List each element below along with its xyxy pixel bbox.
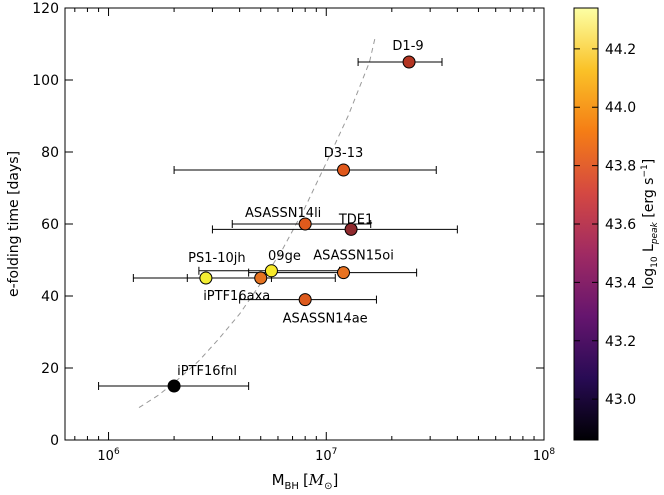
- x-axis-label-unit-open: [: [303, 471, 309, 489]
- data-point: [337, 163, 351, 177]
- colorbar-label-pre: log: [641, 268, 657, 289]
- data-point: [337, 266, 351, 280]
- plot-area: D1-9 D3-13 ASASSN14li TDE1 ASASSN15oi 09ge PS1…: [64, 7, 545, 441]
- x-tick-label-exp: 6: [114, 447, 120, 457]
- colorbar-tick-label: 43.4: [605, 275, 636, 291]
- y-tick-label: 20: [41, 361, 59, 377]
- y-axis: 0 20 40 60 80 100 120: [32, 1, 544, 449]
- point-label: ASASSN15oi: [313, 249, 394, 264]
- data-points-layer: [167, 55, 416, 393]
- y-tick-label: 120: [32, 1, 59, 17]
- data-point: [344, 222, 358, 236]
- colorbar-tick-label: 44.2: [605, 42, 636, 58]
- x-axis-label-unit-close: ]: [333, 471, 339, 489]
- x-axis-label-main: M: [272, 471, 285, 489]
- x-axis-label-sub: BH: [285, 481, 299, 492]
- colorbar-label-mid: L: [641, 244, 657, 256]
- colorbar: 43.0 43.2 43.4 43.6 43.8 44.0 44.2 log10 Lpeak…: [573, 7, 660, 441]
- data-point: [264, 264, 278, 278]
- y-tick-label: 100: [32, 73, 59, 89]
- point-label: PS1-10jh: [188, 251, 245, 266]
- x-tick-label-base: 10: [97, 449, 114, 464]
- colorbar-ticks: 43.0 43.2 43.4 43.6 43.8 44.0 44.2: [574, 42, 636, 408]
- colorbar-tick-label: 43.6: [605, 217, 636, 233]
- x-axis-label-unit: M: [308, 471, 325, 489]
- x-tick-label-base: 10: [533, 449, 550, 464]
- colorbar-tick-label: 43.2: [605, 334, 636, 350]
- y-tick-label: 80: [41, 145, 59, 161]
- colorbar-tick-label: 43.0: [605, 392, 636, 408]
- point-label: D3-13: [324, 146, 364, 161]
- data-point: [199, 271, 213, 285]
- x-axis: 106 107 108: [74, 8, 556, 464]
- x-tick-label: 106: [97, 447, 120, 464]
- colorbar-label: log10 Lpeak [erg s−1]: [640, 159, 660, 289]
- x-axis-label-unit-sub: ⊙: [324, 481, 332, 492]
- point-label: D1-9: [392, 39, 423, 54]
- x-tick-label-exp: 8: [549, 447, 555, 457]
- y-tick-label: 40: [41, 289, 59, 305]
- x-tick-label-exp: 7: [332, 447, 338, 457]
- colorbar-label-sub: 10: [650, 256, 660, 268]
- point-label: iPTF16fnl: [177, 364, 237, 379]
- colorbar-label-units: [erg s: [641, 178, 657, 223]
- point-label: 09ge: [268, 249, 301, 264]
- error-bars-layer: [98, 58, 458, 390]
- colorbar-tick-label: 44.0: [605, 100, 636, 116]
- x-tick-label-base: 10: [315, 449, 332, 464]
- point-labels-layer: D1-9 D3-13 ASASSN14li TDE1 ASASSN15oi 09ge PS1…: [177, 39, 424, 379]
- colorbar-tick-label: 43.8: [605, 159, 636, 175]
- point-label: TDE1: [338, 212, 373, 227]
- data-point: [402, 55, 416, 69]
- data-point: [298, 293, 312, 307]
- y-tick-label: 60: [41, 217, 59, 233]
- x-tick-label: 107: [315, 447, 337, 464]
- data-point: [167, 379, 181, 393]
- point-label: ASASSN14ae: [283, 312, 368, 327]
- x-tick-label: 108: [533, 447, 556, 464]
- y-tick-label: 0: [50, 433, 59, 449]
- y-axis-label: e-folding time [days]: [6, 151, 22, 297]
- x-axis-label: MBH [M⊙]: [272, 471, 339, 492]
- point-label: ASASSN14li: [245, 206, 321, 221]
- colorbar-label-sub2: peak: [650, 221, 660, 245]
- data-point: [254, 271, 268, 285]
- colorbar-label-end: ]: [641, 159, 657, 164]
- data-point: [298, 217, 312, 231]
- point-label: iPTF16axa: [203, 289, 270, 304]
- colorbar-label-exp: −1: [640, 164, 650, 177]
